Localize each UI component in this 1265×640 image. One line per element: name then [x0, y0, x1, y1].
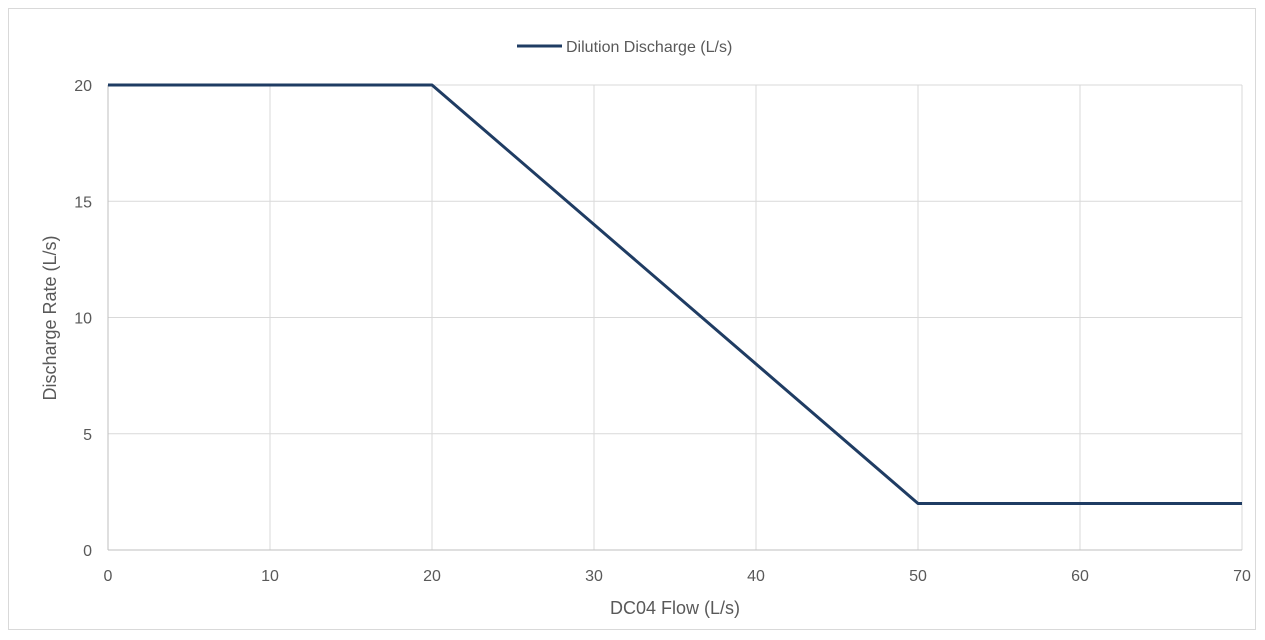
axes — [107, 85, 1242, 551]
y-axis-title: Discharge Rate (L/s) — [40, 235, 60, 400]
y-tick-label: 0 — [83, 543, 92, 560]
legend: Dilution Discharge (L/s) — [517, 39, 732, 56]
y-tick-label: 5 — [83, 427, 92, 444]
series-layer — [108, 83, 1242, 505]
x-tick-label: 0 — [104, 568, 113, 585]
legend-label: Dilution Discharge (L/s) — [566, 39, 732, 56]
y-tick-label: 15 — [74, 194, 92, 211]
x-tick-label: 70 — [1233, 568, 1251, 585]
grid-lines — [108, 84, 1243, 550]
y-tick-label: 20 — [74, 78, 92, 95]
x-tick-label: 20 — [423, 568, 441, 585]
chart-frame — [8, 8, 1256, 630]
x-tick-label: 10 — [261, 568, 279, 585]
tick-labels: 0 5 10 15 20 0 10 20 30 40 50 60 70 — [74, 78, 1251, 585]
x-tick-label: 60 — [1071, 568, 1089, 585]
x-tick-label: 30 — [585, 568, 603, 585]
y-tick-label: 10 — [74, 311, 92, 328]
x-tick-label: 50 — [909, 568, 927, 585]
x-tick-label: 40 — [747, 568, 765, 585]
series-line — [108, 83, 1242, 505]
x-axis-title: DC04 Flow (L/s) — [610, 598, 740, 618]
